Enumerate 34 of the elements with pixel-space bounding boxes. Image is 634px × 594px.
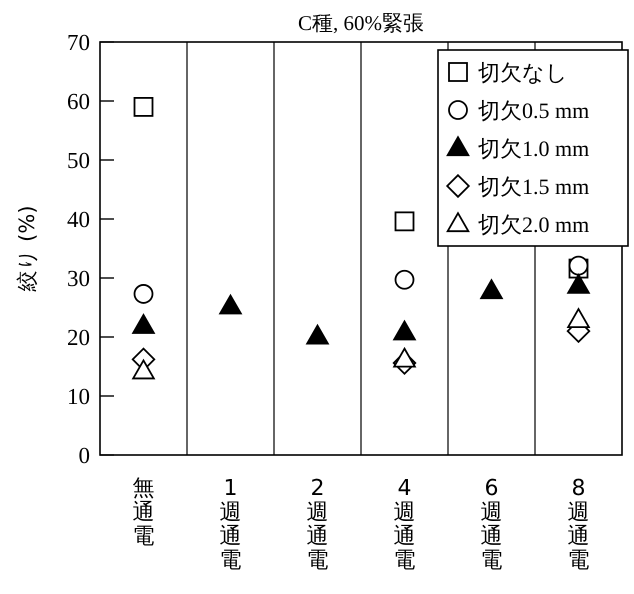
y-tick-label: 40: [67, 207, 90, 232]
y-tick-label: 60: [67, 89, 90, 114]
point: [393, 320, 416, 340]
point: [393, 348, 416, 368]
point: [134, 97, 154, 117]
x-tick-label: 6週通電: [480, 476, 502, 573]
legend-label: 切欠2.0 mm: [478, 212, 590, 237]
point: [394, 211, 414, 232]
point: [567, 274, 590, 294]
x-tick-label: 無通電: [132, 476, 154, 549]
y-tick-label: 20: [67, 325, 90, 350]
point: [306, 324, 329, 345]
legend-label: 切欠1.5 mm: [478, 174, 590, 199]
point: [132, 360, 155, 380]
x-tick-label: 1週通電: [220, 476, 242, 573]
y-tick-label: 50: [67, 148, 90, 173]
legend-label: 切欠なし: [478, 60, 568, 85]
y-tick-label: 70: [67, 30, 90, 55]
point: [134, 284, 154, 304]
y-tick-label: 0: [78, 443, 90, 468]
x-tick-label: 8週通電: [568, 476, 590, 573]
y-tick-label: 30: [67, 266, 90, 291]
legend-label: 切欠0.5 mm: [478, 98, 590, 123]
y-tick-label: 10: [67, 384, 90, 409]
x-tick-label: 4週通電: [394, 476, 416, 573]
point: [480, 279, 503, 300]
y-axis-title: 絞り (%): [15, 205, 39, 293]
point: [567, 308, 590, 328]
point: [132, 314, 155, 334]
point: [394, 270, 414, 290]
x-tick-label: 2週通電: [306, 476, 328, 573]
chart-title: C種, 60%緊張: [298, 11, 424, 35]
legend-label: 切欠1.0 mm: [478, 136, 590, 161]
point: [219, 294, 242, 314]
